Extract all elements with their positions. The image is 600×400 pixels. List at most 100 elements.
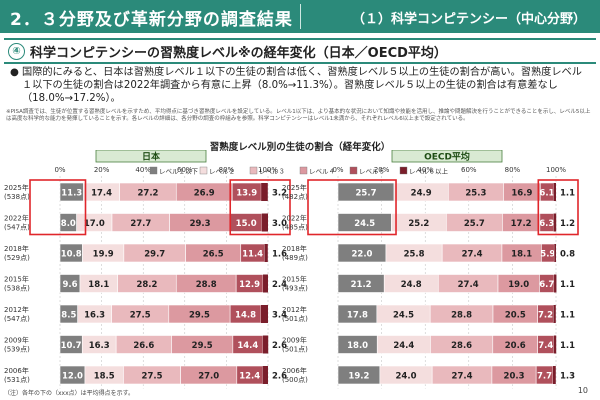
legend-label: レベル２ xyxy=(209,168,235,176)
legend-swatch xyxy=(349,166,358,175)
footnote: （注）各年の下の（xxx点）は平均得点を示す。 xyxy=(4,390,135,397)
x-tick-label: 100% xyxy=(546,166,566,174)
row-year-label: 2006年 xyxy=(4,366,29,375)
x-tick-label: 20% xyxy=(374,166,390,174)
row-year-label: 2009年 xyxy=(282,336,307,345)
bar-value-label: 2.6 xyxy=(272,341,287,351)
header-divider xyxy=(300,4,301,29)
chart-title: 習熟度レベル別の生徒の割合（経年変化） xyxy=(209,142,391,153)
bar-value-label: 11.4 xyxy=(242,250,263,260)
highlight-box-level1 xyxy=(307,179,397,236)
bar-value-label: 26.9 xyxy=(194,189,215,199)
bar-value-label: 27.4 xyxy=(458,280,479,290)
bar-value-label: 1.6 xyxy=(272,250,287,260)
highlight-box-level5 xyxy=(229,179,291,236)
bar-segment xyxy=(264,244,268,262)
bar-value-label: 25.8 xyxy=(404,250,425,260)
bar-value-label: 20.6 xyxy=(505,341,526,351)
bar-segment xyxy=(552,366,556,384)
bar-value-label: 3.2 xyxy=(272,189,287,199)
bar-value-label: 18.1 xyxy=(88,280,109,290)
bar-value-label: 2.4 xyxy=(272,280,287,290)
bar-value-label: 8.0 xyxy=(61,219,76,229)
bar-value-label: 27.4 xyxy=(452,372,473,382)
bar-value-label: 5.9 xyxy=(540,250,555,260)
bar-value-label: 16.9 xyxy=(511,189,532,199)
row-score-label: (501点) xyxy=(282,346,308,354)
bar-value-label: 16.3 xyxy=(89,341,110,351)
bar-value-label: 16.3 xyxy=(84,311,105,321)
bar-value-label: 19.9 xyxy=(93,250,114,260)
panel-label-box xyxy=(95,150,207,163)
legend-label: レベル３ xyxy=(259,168,285,176)
bar-value-label: 2.6 xyxy=(272,372,287,382)
row-year-label: 2025年 xyxy=(282,183,307,192)
highlight-box-level1 xyxy=(29,179,87,236)
bar-value-label: 20.5 xyxy=(505,311,526,321)
bar-segment xyxy=(262,335,269,354)
summary-bullet: ● 国際的にみると、日本は習熟度レベル１以下の生徒の割合は低く、習熟度レベル５以… xyxy=(10,66,590,106)
legend-label: レベル６以上 xyxy=(409,167,449,176)
legend-swatch xyxy=(199,166,208,175)
bar-value-label: 20.3 xyxy=(504,372,525,382)
bar-value-label: 3.4 xyxy=(272,311,287,321)
row-score-label: (485点) xyxy=(282,224,308,232)
section-title: 科学コンピテンシーの習熟度レベル※の経年変化（日本／OECD平均） xyxy=(30,46,447,61)
bar-value-label: 27.7 xyxy=(130,219,151,229)
bar-value-label: 9.6 xyxy=(62,280,77,290)
row-score-label: (547点) xyxy=(4,224,30,232)
bar-value-label: 14.4 xyxy=(237,341,258,351)
bar-value-label: 25.7 xyxy=(464,219,485,229)
bar-value-label: 28.8 xyxy=(451,311,472,321)
x-tick-label: 40% xyxy=(135,166,151,174)
row-score-label: (531点) xyxy=(4,376,30,384)
bar-value-label: 26.6 xyxy=(133,341,154,351)
bar-value-label: 14.8 xyxy=(235,311,256,321)
bar-value-label: 1.1 xyxy=(560,189,575,199)
bar-value-label: 7.4 xyxy=(538,341,553,351)
row-year-label: 2012年 xyxy=(282,305,307,314)
header-subtitle: （１）科学コンピテンシー（中心分野） xyxy=(351,12,586,27)
row-year-label: 2012年 xyxy=(4,305,29,314)
header-title: 2．３分野及び革新分野の調査結果 xyxy=(10,10,293,30)
bar-value-label: 15.0 xyxy=(236,219,257,229)
bar-value-label: 18.5 xyxy=(94,372,115,382)
bar-value-label: 12.4 xyxy=(239,372,260,382)
bar-value-label: 29.5 xyxy=(189,311,210,321)
bar-value-label: 27.4 xyxy=(462,250,483,260)
row-year-label: 2022年 xyxy=(282,214,307,223)
x-tick-label: 80% xyxy=(219,166,235,174)
bar-value-label: 19.2 xyxy=(348,372,369,382)
bar-value-label: 1.1 xyxy=(560,341,575,351)
row-year-label: 2022年 xyxy=(4,214,29,223)
bar-value-label: 19.0 xyxy=(508,280,529,290)
bar-value-label: 3.0 xyxy=(272,219,287,229)
bar-segment xyxy=(554,244,556,262)
row-score-label: (500点) xyxy=(282,376,308,384)
bar-value-label: 27.0 xyxy=(198,372,219,382)
bar-value-label: 22.0 xyxy=(351,250,372,260)
x-tick-label: 0% xyxy=(332,166,343,174)
bar-value-label: 1.1 xyxy=(560,280,575,290)
bar-segment xyxy=(553,335,557,354)
bar-value-label: 24.5 xyxy=(354,219,375,229)
row-year-label: 2015年 xyxy=(4,275,29,284)
bar-value-label: 0.8 xyxy=(560,250,575,260)
x-tick-label: 60% xyxy=(177,166,193,174)
row-year-label: 2025年 xyxy=(4,183,29,192)
proficiency-chart: 日本 0% 20% 40% 60% 80% 100% レベル１以下 レベル２ レベル３ レベル４ レベ… xyxy=(4,150,579,389)
legend-label: レベル４ xyxy=(309,168,335,176)
bar-value-label: 25.3 xyxy=(465,189,486,199)
bar-segment xyxy=(261,213,268,232)
bar-value-label: 29.5 xyxy=(192,341,213,351)
bar-value-label: 24.8 xyxy=(401,280,422,290)
definition-note: ※PISA調査では、生徒が位置する習熟度レベルを示すため、平均得点に基づき習熟度… xyxy=(6,109,591,122)
bar-segment xyxy=(260,305,268,323)
bar-segment xyxy=(263,274,268,293)
bar-value-label: 27.5 xyxy=(130,311,151,321)
row-year-label: 2018年 xyxy=(282,244,307,253)
bar-value-label: 8.5 xyxy=(61,311,76,321)
bar-value-label: 25.2 xyxy=(408,219,429,229)
row-score-label: (539点) xyxy=(4,346,30,354)
bar-value-label: 1.2 xyxy=(560,219,575,229)
